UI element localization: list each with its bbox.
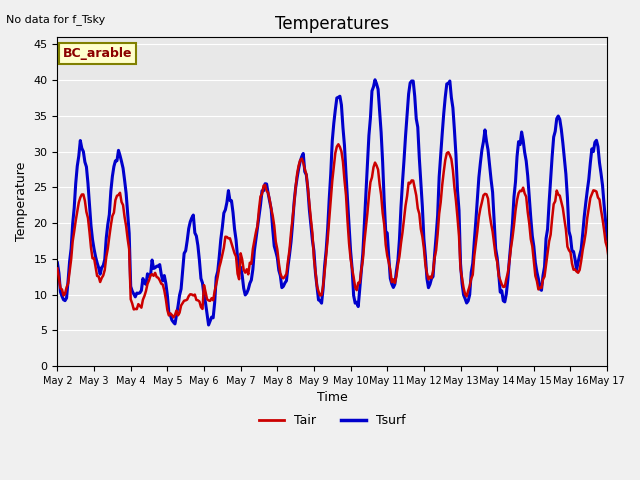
Tsurf xyxy=(54,260,61,266)
Tair xyxy=(335,142,342,147)
Tair xyxy=(357,267,365,273)
Tsurf xyxy=(92,254,99,260)
Tair xyxy=(170,314,177,320)
Tsurf xyxy=(639,206,640,212)
Text: No data for f_Tsky: No data for f_Tsky xyxy=(6,14,106,25)
Tsurf xyxy=(561,156,568,161)
Tsurf xyxy=(371,77,379,83)
Tsurf xyxy=(637,198,640,204)
Tsurf xyxy=(356,286,364,291)
Legend: Tair, Tsurf: Tair, Tsurf xyxy=(254,409,411,432)
Tair xyxy=(637,225,640,230)
Tair xyxy=(639,237,640,242)
Tsurf xyxy=(205,322,212,328)
Tair xyxy=(92,264,99,270)
Title: Temperatures: Temperatures xyxy=(275,15,389,33)
Tair xyxy=(74,209,81,215)
Y-axis label: Temperature: Temperature xyxy=(15,162,28,241)
Text: BC_arable: BC_arable xyxy=(63,47,132,60)
Tair xyxy=(561,216,568,222)
Line: Tair: Tair xyxy=(58,144,640,317)
X-axis label: Time: Time xyxy=(317,391,348,404)
Line: Tsurf: Tsurf xyxy=(58,80,640,325)
Tair xyxy=(474,228,481,234)
Tair xyxy=(54,265,61,271)
Tsurf xyxy=(74,163,81,169)
Tsurf xyxy=(474,196,481,202)
